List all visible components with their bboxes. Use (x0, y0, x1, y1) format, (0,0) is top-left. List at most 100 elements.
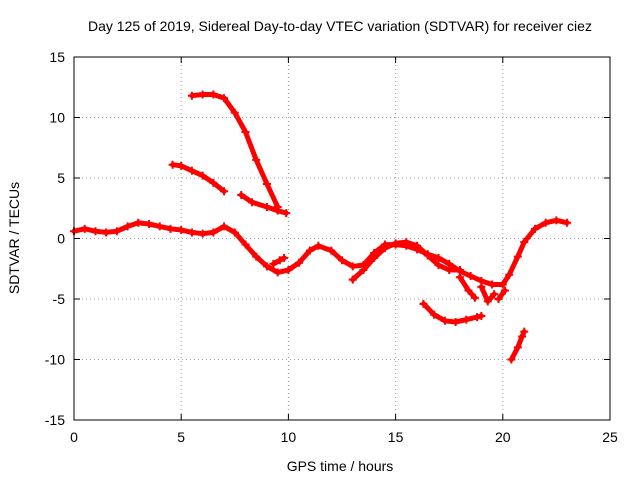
data-point (123, 222, 132, 231)
series-track-h (421, 301, 484, 325)
data-point (462, 315, 471, 324)
data-point (166, 224, 175, 233)
data-point (520, 327, 529, 336)
data-point (198, 171, 207, 180)
x-axis-label: GPS time / hours (287, 458, 394, 474)
data-point (247, 198, 256, 207)
x-tick-label: 20 (495, 429, 511, 445)
data-point (262, 203, 271, 212)
data-point (348, 262, 357, 271)
data-point (237, 190, 246, 199)
chart-title: Day 125 of 2019, Sidereal Day-to-day VTE… (88, 18, 592, 34)
data-point (500, 286, 509, 295)
data-point (541, 218, 550, 227)
data-point (505, 270, 514, 279)
data-point (520, 238, 529, 247)
data-point (563, 218, 572, 227)
data-point (440, 316, 449, 325)
series-group (70, 90, 572, 364)
data-point (168, 160, 177, 169)
data-point (498, 280, 507, 289)
data-point (434, 261, 443, 270)
data-point (220, 94, 229, 103)
data-point (269, 259, 278, 268)
data-point (552, 216, 561, 225)
data-point (241, 128, 250, 137)
data-point (134, 218, 143, 227)
data-point (494, 295, 503, 303)
data-point (430, 310, 439, 319)
data-point (359, 265, 368, 274)
series-track-f (457, 274, 478, 301)
data-point (220, 222, 229, 231)
x-tick-label: 25 (602, 429, 618, 445)
x-tick-label: 0 (70, 429, 78, 445)
data-point (477, 311, 486, 320)
data-point (423, 251, 432, 260)
y-tick-label: -10 (45, 352, 65, 368)
data-point (402, 238, 411, 247)
data-point (513, 252, 522, 261)
data-point (455, 265, 464, 274)
data-point (434, 253, 443, 262)
data-point (338, 256, 346, 265)
data-point (455, 273, 464, 282)
data-point (252, 252, 261, 261)
data-point (241, 240, 250, 249)
data-point (282, 209, 291, 218)
data-point (380, 244, 389, 253)
data-point (464, 286, 473, 295)
data-point (220, 187, 229, 196)
data-point (230, 228, 239, 237)
data-point (209, 178, 218, 187)
data-point (275, 256, 284, 265)
data-point (273, 268, 282, 277)
data-point (473, 313, 482, 322)
data-point (112, 227, 121, 236)
data-point (488, 280, 497, 289)
data-point (102, 228, 111, 237)
data-point (466, 272, 475, 281)
data-point (187, 228, 196, 237)
data-point (252, 155, 261, 164)
data-point (209, 228, 218, 237)
y-axis-label: SDTVAR / TECUs (6, 182, 22, 294)
data-point (327, 246, 336, 255)
data-point (80, 224, 89, 233)
data-point (445, 265, 454, 274)
data-point (314, 241, 323, 250)
x-tick-label: 15 (388, 429, 404, 445)
series-track-main (71, 217, 570, 287)
data-point (305, 246, 314, 255)
y-tick-label: 0 (57, 231, 65, 247)
data-point (513, 343, 522, 352)
data-point (391, 239, 400, 248)
x-tick-label: 5 (177, 429, 185, 445)
y-tick-label: 15 (49, 49, 65, 65)
data-point (262, 180, 271, 189)
axis-ticks: 0 5 10 15 20 25 -15 -10 -5 0 5 10 15 (45, 49, 618, 445)
y-tick-label: -15 (45, 412, 65, 428)
data-point (230, 108, 239, 117)
data-point (91, 227, 100, 236)
data-point (262, 262, 271, 271)
data-point (177, 226, 186, 235)
data-point (530, 224, 539, 233)
data-point (451, 317, 460, 326)
data-point (295, 258, 304, 267)
data-point (518, 332, 527, 341)
data-point (507, 355, 516, 364)
data-point (280, 253, 289, 262)
data-point (187, 166, 196, 175)
data-point (198, 90, 207, 99)
data-point (177, 161, 186, 170)
data-point (490, 290, 499, 299)
y-tick-label: 10 (49, 110, 65, 126)
x-tick-label: 10 (281, 429, 297, 445)
data-point (187, 91, 196, 100)
data-point (284, 265, 293, 274)
series-track-i (496, 288, 508, 302)
data-point (209, 90, 218, 99)
data-point (348, 275, 357, 284)
data-point (483, 297, 492, 306)
